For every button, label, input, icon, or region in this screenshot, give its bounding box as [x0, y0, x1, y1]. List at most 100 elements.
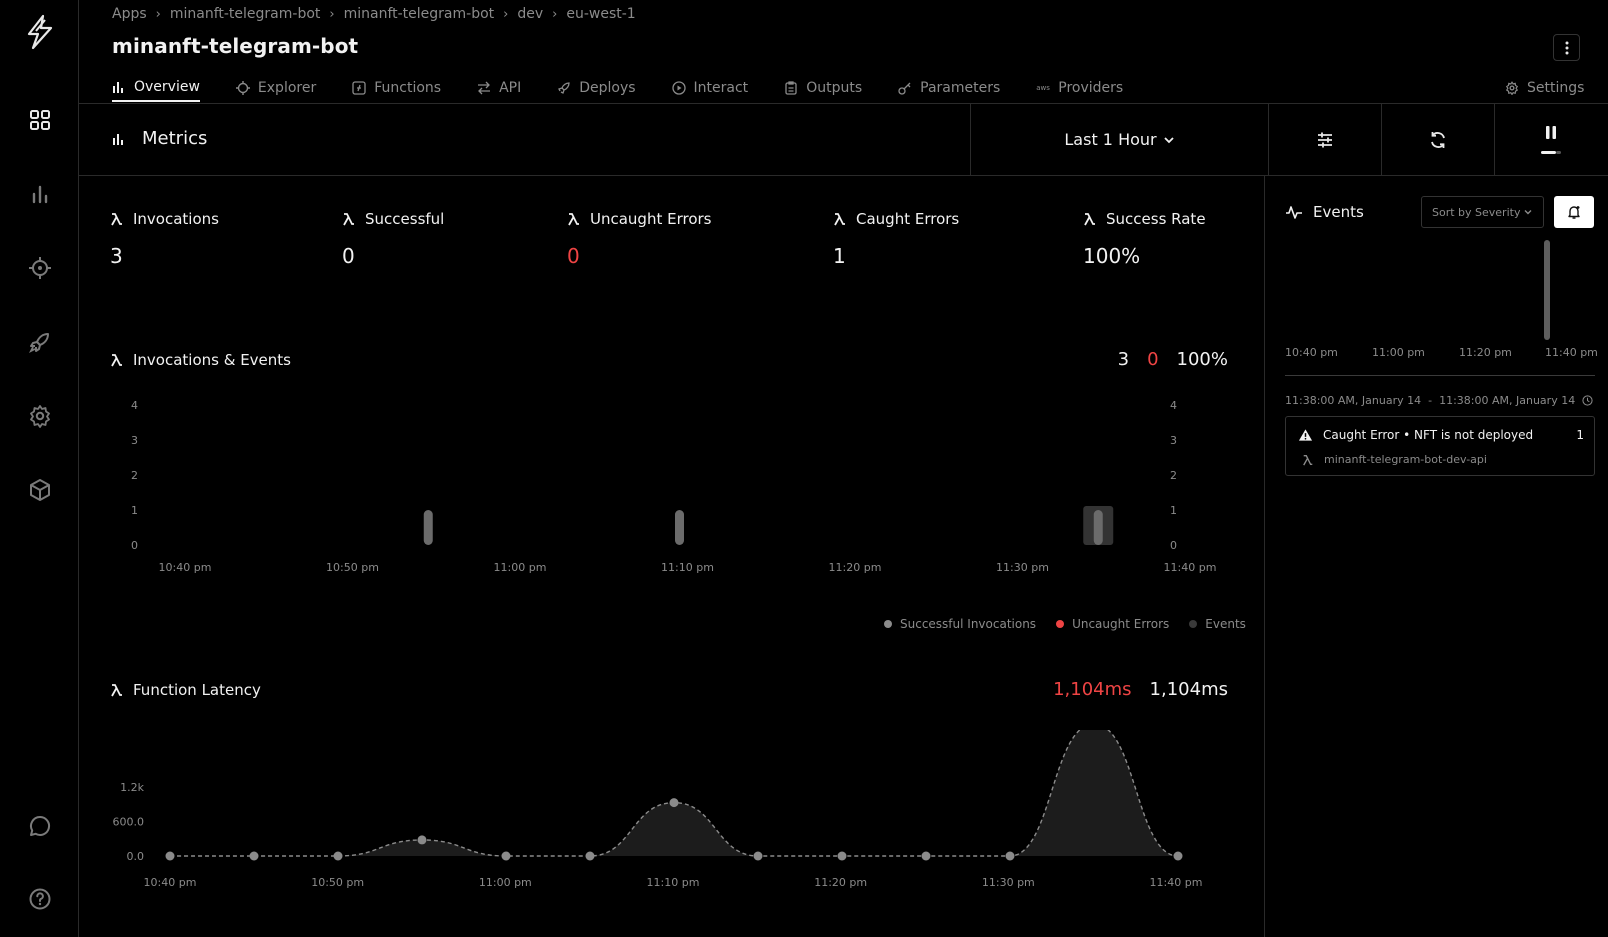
- chat-icon[interactable]: [27, 813, 53, 839]
- help-icon[interactable]: [27, 886, 53, 912]
- divider: [970, 104, 971, 175]
- breadcrumb-stage[interactable]: dev: [517, 6, 544, 22]
- latency-point: [921, 851, 931, 861]
- tab-label: Outputs: [806, 80, 863, 96]
- invocations-chart: 0 0 1 1 2 2 3 3 4 4 10:40 pm 10:50 pm 11:00 pm 11:10 …: [131, 400, 1216, 574]
- chart-title-text: Function Latency: [133, 681, 261, 699]
- y-tick-label-left: 3: [131, 434, 138, 447]
- time-range-select[interactable]: Last 1 Hour: [971, 104, 1268, 175]
- y-tick-label-left: 0: [131, 539, 138, 552]
- arrows-icon: [477, 81, 491, 95]
- metrics-icon[interactable]: [27, 181, 53, 207]
- more-options-button[interactable]: [1553, 34, 1580, 61]
- tab-explorer[interactable]: Explorer: [235, 74, 317, 102]
- event-title: Caught Error • NFT is not deployed: [1323, 428, 1534, 442]
- chevron-right-icon: ›: [155, 6, 161, 22]
- x-tick-label: 10:50 pm: [311, 876, 364, 889]
- settings-gear-icon[interactable]: [27, 403, 53, 429]
- filters-button[interactable]: [1269, 104, 1381, 175]
- tab-functions[interactable]: Functions: [352, 74, 441, 102]
- breadcrumb-app[interactable]: minanft-telegram-bot: [343, 6, 495, 22]
- events-axis-label: 11:00 pm: [1372, 346, 1425, 359]
- stat-label: Caught Errors: [856, 210, 960, 228]
- function-icon: [352, 81, 366, 95]
- events-histogram-bar[interactable]: [1544, 240, 1550, 340]
- lambda-icon: [1303, 454, 1313, 465]
- latency-value: 1,104ms: [1149, 679, 1228, 700]
- bell-icon: [1568, 206, 1580, 219]
- stat-uncaught-errors: Uncaught Errors 0: [567, 210, 712, 268]
- warning-icon: [1298, 429, 1313, 441]
- clipboard-icon: [784, 81, 798, 95]
- chart-title-text: Invocations & Events: [133, 351, 291, 369]
- time-range-label: Last 1 Hour: [1064, 130, 1157, 149]
- events-panel-divider: [1264, 176, 1265, 937]
- refresh-button[interactable]: [1382, 104, 1494, 175]
- apps-grid-icon[interactable]: [27, 107, 53, 133]
- tab-interact[interactable]: Interact: [671, 74, 748, 102]
- kebab-icon: [1565, 41, 1568, 54]
- tab-parameters[interactable]: Parameters: [898, 74, 1000, 102]
- explorer-crosshair-icon[interactable]: [27, 255, 53, 281]
- tab-providers[interactable]: aws Providers: [1036, 74, 1123, 102]
- tab-settings[interactable]: Settings: [1505, 74, 1584, 102]
- tab-label: Providers: [1058, 80, 1124, 96]
- events-axis-label: 10:40 pm: [1285, 346, 1338, 359]
- tab-label: Explorer: [257, 80, 317, 96]
- pause-icon: [1541, 125, 1561, 154]
- x-tick-label: 10:50 pm: [326, 561, 379, 574]
- tab-overview[interactable]: Overview: [112, 74, 200, 102]
- divider: [1381, 104, 1382, 175]
- tab-api[interactable]: API: [477, 74, 521, 102]
- breadcrumb-apps[interactable]: Apps: [112, 6, 147, 22]
- event-count: 1: [1576, 428, 1584, 442]
- tab-outputs[interactable]: Outputs: [784, 74, 862, 102]
- serverless-logo-icon[interactable]: [25, 14, 55, 50]
- lambda-icon: [568, 213, 579, 226]
- bar-chart-icon: [112, 80, 126, 94]
- x-tick-label: 11:00 pm: [479, 876, 532, 889]
- y-tick-label-right: 3: [1170, 434, 1177, 447]
- deploys-rocket-icon[interactable]: [27, 329, 53, 355]
- stat-invocations: Invocations 3: [110, 210, 219, 268]
- latency-chart: 0.0 600.0 1.2k 2.3k 10:40 pm 10:50 pm 11:00 pm…: [113, 730, 1202, 889]
- latency-point: [669, 798, 679, 808]
- latency-summary: 1,104ms 1,104ms: [1053, 679, 1228, 700]
- tab-label: API: [499, 80, 522, 96]
- tab-label: Parameters: [920, 80, 1001, 96]
- tab-label: Deploys: [579, 80, 636, 96]
- chevron-right-icon: ›: [503, 6, 509, 22]
- summary-rate: 100%: [1176, 349, 1228, 370]
- x-tick-label: 11:20 pm: [814, 876, 867, 889]
- invocation-bar: [675, 510, 684, 545]
- sort-select[interactable]: Sort by Severity: [1421, 196, 1544, 228]
- clock-icon: [1582, 395, 1593, 406]
- breadcrumb-org[interactable]: minanft-telegram-bot: [169, 6, 321, 22]
- event-card[interactable]: Caught Error • NFT is not deployed 1 min…: [1285, 416, 1595, 476]
- latency-point: [1005, 851, 1015, 861]
- pause-button[interactable]: [1495, 104, 1607, 175]
- stat-label: Successful: [365, 210, 445, 228]
- legend-uncaught[interactable]: Uncaught Errors: [1056, 617, 1169, 631]
- y-tick-label: 1.2k: [120, 781, 144, 794]
- chevron-down-icon: [1163, 136, 1174, 143]
- events-time-range: 11:38:00 AM, January 14 - 11:38:00 AM, J…: [1285, 394, 1593, 407]
- latency-point: [501, 851, 511, 861]
- lambda-icon: [111, 684, 122, 697]
- x-tick-label: 11:20 pm: [829, 561, 882, 574]
- providers-cube-icon[interactable]: [27, 477, 53, 503]
- legend-successful[interactable]: Successful Invocations: [884, 617, 1036, 631]
- alerts-button[interactable]: [1554, 196, 1594, 228]
- latency-area: [170, 730, 1178, 856]
- events-axis-label: 11:40 pm: [1545, 346, 1598, 359]
- tab-deploys[interactable]: Deploys: [557, 74, 636, 102]
- summary-invocations: 3: [1117, 349, 1130, 370]
- legend-events[interactable]: Events: [1189, 617, 1246, 631]
- refresh-icon: [1431, 131, 1445, 148]
- latency-value-red: 1,104ms: [1053, 679, 1132, 700]
- breadcrumb-region[interactable]: eu-west-1: [566, 6, 636, 22]
- tab-label: Functions: [374, 80, 442, 96]
- y-tick-label: 0.0: [127, 850, 145, 863]
- tab-bar: Overview Explorer Functions API Deploys …: [112, 74, 1159, 104]
- y-tick-label-left: 2: [131, 469, 138, 482]
